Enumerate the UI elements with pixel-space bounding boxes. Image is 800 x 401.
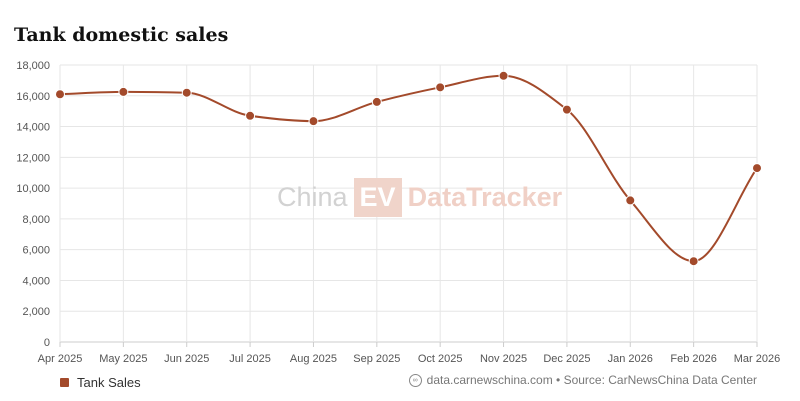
data-point <box>308 116 319 127</box>
x-tick-label: Sep 2025 <box>353 353 400 365</box>
data-point <box>118 86 129 97</box>
x-tick-label: Jul 2025 <box>229 353 271 365</box>
data-point <box>245 110 256 121</box>
y-tick-label: 18,000 <box>16 60 50 72</box>
source-note: ∞ data.carnewschina.com • Source: CarNew… <box>408 373 757 387</box>
y-tick-label: 14,000 <box>16 122 50 134</box>
data-point <box>371 96 382 107</box>
y-tick-label: 6,000 <box>22 245 50 257</box>
legend[interactable]: Tank Sales <box>60 375 141 390</box>
x-tick-label: Aug 2025 <box>290 353 337 365</box>
y-tick-label: 10,000 <box>16 183 50 195</box>
x-tick-label: Apr 2025 <box>38 353 83 365</box>
data-point <box>625 195 636 206</box>
x-tick-label: May 2025 <box>99 353 147 365</box>
y-tick-label: 0 <box>44 337 50 349</box>
x-tick-label: Oct 2025 <box>418 353 463 365</box>
data-point <box>688 256 699 267</box>
y-axis-ticks: 0 2,000 4,000 6,000 8,000 10,000 12,000 14,000 1… <box>16 60 50 349</box>
legend-swatch <box>60 378 69 387</box>
y-tick-label: 2,000 <box>22 306 50 318</box>
data-point <box>561 104 572 115</box>
x-axis-ticks: Apr 2025 May 2025 Jun 2025 Jul 2025 Aug 2025… <box>38 353 781 365</box>
x-tick-label: Nov 2025 <box>480 353 527 365</box>
x-tick-label: Jun 2025 <box>164 353 209 365</box>
y-tick-label: 4,000 <box>22 275 50 287</box>
series-points <box>55 70 762 267</box>
x-tick-label: Dec 2025 <box>543 353 590 365</box>
x-tick-label: Jan 2026 <box>608 353 653 365</box>
data-point <box>181 87 192 98</box>
grid-lines <box>59 64 758 347</box>
y-tick-label: 8,000 <box>22 214 50 226</box>
x-tick-label: Mar 2026 <box>734 353 780 365</box>
data-point <box>435 82 446 93</box>
data-point <box>498 70 509 81</box>
data-point <box>55 89 65 100</box>
legend-label: Tank Sales <box>77 375 141 390</box>
series-line-layer <box>59 74 758 263</box>
y-tick-label: 16,000 <box>16 91 50 103</box>
globe-icon: ∞ <box>408 373 422 387</box>
chart-title: Tank domestic sales <box>14 24 229 46</box>
data-point <box>752 163 762 174</box>
source-text: data.carnewschina.com • Source: CarNewsC… <box>426 373 757 387</box>
x-tick-label: Feb 2026 <box>670 353 716 365</box>
y-tick-label: 12,000 <box>16 152 50 164</box>
series-line <box>59 74 758 263</box>
